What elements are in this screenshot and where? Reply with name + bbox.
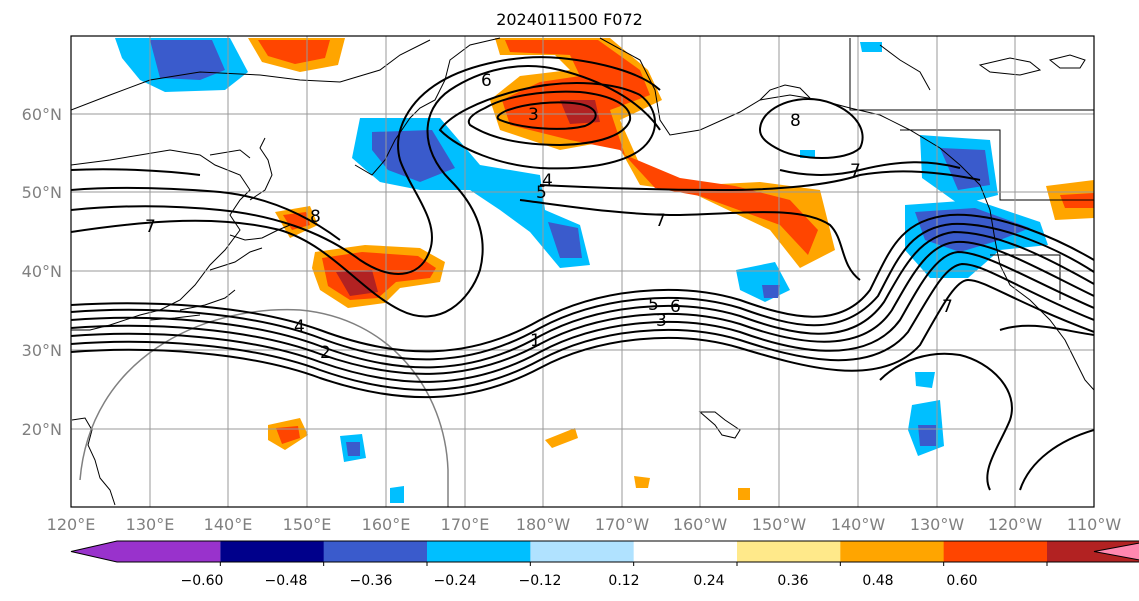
colorbar-outline [70,540,1139,563]
plot-frame [70,35,1095,508]
lon-label: 120°E [47,515,96,534]
colorbar-segment [323,541,428,562]
colorbar-tick-label: 0.24 [693,573,724,589]
contour-lines [71,56,1094,491]
contour-label: 4 [294,317,305,337]
contour-label: 2 [320,343,331,363]
lon-label: 150°W [752,515,807,534]
colorbar-segment [1094,543,1139,560]
contour-label: 1 [530,331,541,351]
contour-label: 5 [648,295,659,315]
lon-label: 130°E [126,515,175,534]
gridlines [71,36,1094,507]
contour-label: 3 [656,311,667,331]
contour-label: 4 [542,171,553,191]
lon-label: 110°W [1067,515,1122,534]
colorbar-tick-label: 0.48 [862,573,893,589]
colorbar-segment [943,541,1048,562]
contour-label-group: 6 3 4 5 7 8 7 7 2 4 1 5 6 3 8 7 [145,71,953,363]
contour-label: 8 [310,207,321,227]
lon-label: 130°W [910,515,965,534]
lon-label: 150°E [283,515,332,534]
lon-label: 160°E [362,515,411,534]
longitude-labels: 120°E 130°E 140°E 150°E 160°E 170°E 180°… [47,515,1122,534]
lon-label: 140°E [204,515,253,534]
contour-label: 8 [790,111,801,131]
contour-label: 7 [655,211,666,231]
anomaly-shading [115,38,1094,503]
lat-label: 20°N [22,420,62,439]
lat-label: 30°N [22,341,62,360]
lon-label: 170°E [441,515,490,534]
contour-label: 6 [481,71,492,91]
colorbar-segment [1047,541,1139,562]
contour-label: 7 [145,217,156,237]
lon-label: 180°W [516,515,571,534]
contour-label: 5 [536,183,547,203]
colorbar-tick-label: 0.60 [946,573,977,589]
contour-label: 7 [942,297,953,317]
contour-label: 3 [528,105,539,125]
colorbar-tick-label: −0.12 [519,573,562,589]
colorbar [70,540,1139,566]
colorbar-segment [737,541,841,562]
latitude-labels: 60°N 50°N 40°N 30°N 20°N [22,105,62,439]
lon-label: 160°W [673,515,728,534]
lat-label: 60°N [22,105,62,124]
colorbar-segment [71,541,221,562]
colorbar-segment [840,541,945,562]
colorbar-tick-label: 0.36 [777,573,808,589]
colorbar-tick-labels: −0.60 −0.48 −0.36 −0.24 −0.12 0.12 0.24 … [181,573,978,589]
colorbar-tick-label: −0.36 [350,573,393,589]
colorbar-segment [220,541,325,562]
contour-label: 7 [850,161,861,181]
colorbar-segment [427,541,531,562]
lat-label: 50°N [22,183,62,202]
colorbar-tick-label: −0.48 [265,573,308,589]
range-circle [79,308,449,507]
colorbar-tick-label: −0.60 [181,573,224,589]
colorbar-tick-label: −0.24 [434,573,477,589]
colorbar-segment [530,541,635,562]
colorbar-tick-label: 0.12 [608,573,639,589]
lon-label: 140°W [831,515,886,534]
contour-label: 6 [670,297,681,317]
lon-label: 170°W [595,515,650,534]
map-title: 2024011500 F072 [496,10,643,29]
lon-label: 120°W [988,515,1043,534]
colorbar-segment [633,541,738,562]
lat-label: 40°N [22,262,62,281]
